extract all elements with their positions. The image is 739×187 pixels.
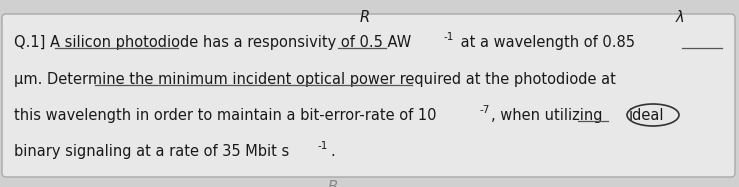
- Text: -7: -7: [479, 105, 489, 115]
- Text: μm. Determine the minimum incident optical power required at the photodiode at: μm. Determine the minimum incident optic…: [14, 72, 616, 87]
- Text: -1: -1: [318, 141, 328, 151]
- Text: binary signaling at a rate of 35 Mbit s: binary signaling at a rate of 35 Mbit s: [14, 144, 289, 159]
- Text: , when utilizing: , when utilizing: [491, 108, 602, 123]
- Text: .: .: [330, 144, 335, 159]
- Text: at a wavelength of 0.85: at a wavelength of 0.85: [456, 35, 635, 50]
- Text: R: R: [360, 10, 370, 25]
- Text: this wavelength in order to maintain a bit-error-rate of 10: this wavelength in order to maintain a b…: [14, 108, 437, 123]
- Text: ideal: ideal: [629, 108, 664, 123]
- FancyBboxPatch shape: [2, 14, 735, 177]
- Text: λ: λ: [675, 10, 684, 25]
- Text: -1: -1: [444, 32, 454, 42]
- Text: B: B: [327, 180, 338, 187]
- Text: Q.1] A silicon photodiode has a responsivity of 0.5 AW: Q.1] A silicon photodiode has a responsi…: [14, 35, 411, 50]
